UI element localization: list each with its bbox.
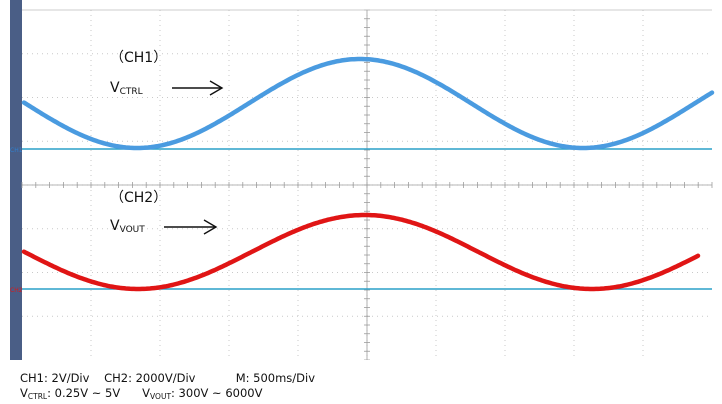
- footer-line-2: VCTRL: 0.25V ~ 5V VVOUT: 300V ~ 6000V: [20, 386, 262, 404]
- ch1-waveform: [21, 56, 715, 151]
- side-strip: [10, 0, 22, 360]
- footer-line-1: CH1: 2V/Div CH2: 2000V/Div M: 500ms/Div: [20, 371, 315, 385]
- vctrl-range: : 0.25V ~ 5V: [47, 386, 121, 400]
- ch2-signal: VVOUT: [110, 218, 145, 238]
- ch2-scale: CH2: 2000V/Div: [104, 371, 196, 385]
- ch1-label: （CH1） VCTRL: [110, 50, 168, 97]
- ch2-waveform: [21, 212, 701, 292]
- ch1-marker: CH1: [10, 147, 23, 154]
- ch2-signal-sub: VOUT: [119, 225, 145, 235]
- screen-background: [0, 0, 722, 360]
- vctrl-main: V: [20, 386, 28, 400]
- graticule-grid: [21, 9, 713, 360]
- ch2-label: （CH2） VVOUT: [110, 190, 168, 235]
- ch2-signal-main: V: [110, 218, 120, 234]
- oscilloscope-display: CH1 CH2: [0, 0, 722, 360]
- vvout-sub: VOUT: [150, 392, 172, 401]
- ch1-scale: CH1: 2V/Div: [20, 371, 90, 385]
- ch1-name: （CH1）: [110, 50, 168, 66]
- ch1-signal-sub: CTRL: [119, 87, 143, 97]
- time-scale: M: 500ms/Div: [235, 371, 316, 385]
- vvout-main: V: [142, 386, 151, 400]
- ch1-signal: VCTRL: [110, 80, 143, 100]
- ch1-signal-main: V: [110, 80, 120, 96]
- vctrl-sub: CTRL: [27, 392, 48, 401]
- vvout-range: : 300V ~ 6000V: [171, 386, 263, 400]
- ch2-marker: CH2: [10, 287, 23, 294]
- ch2-arrow: [164, 219, 218, 235]
- ch1-arrow: [172, 80, 224, 96]
- ch2-name: （CH2）: [110, 190, 168, 206]
